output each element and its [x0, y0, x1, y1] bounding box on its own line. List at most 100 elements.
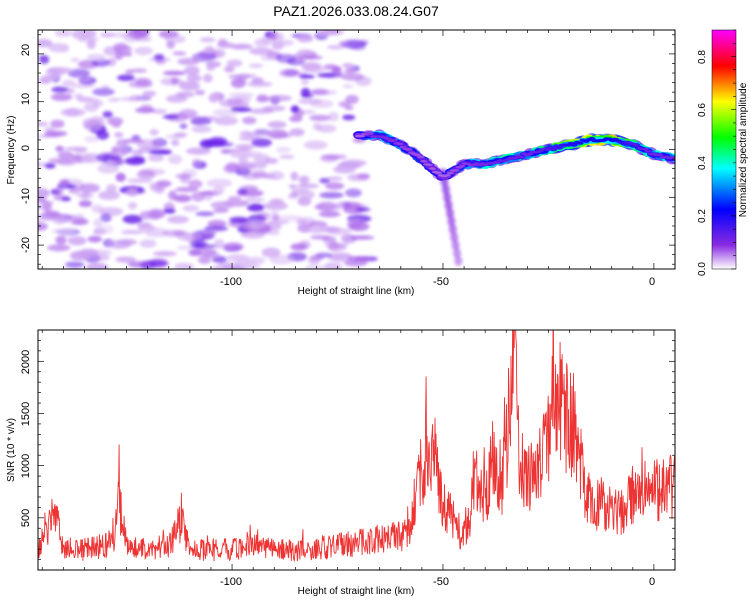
signal-trace-point [420, 160, 428, 163]
noise-blob [298, 240, 311, 250]
noise-blob [345, 188, 362, 198]
secondary-trace-blob [448, 224, 457, 235]
signal-trace-point [458, 165, 466, 168]
noise-blob [38, 39, 53, 48]
spectrogram-ytick-label: -10 [20, 188, 32, 204]
noise-blob [342, 114, 356, 121]
noise-blob [184, 65, 200, 76]
noise-blob [147, 154, 165, 162]
noise-blob [269, 254, 294, 265]
noise-blob [114, 132, 124, 138]
noise-blob [107, 117, 124, 126]
noise-blob [225, 162, 240, 172]
noise-blob [253, 129, 270, 134]
noise-blob [176, 245, 196, 250]
noise-blob [39, 55, 50, 64]
noise-blob [246, 231, 263, 236]
noise-blob [166, 215, 190, 224]
signal-trace-point [555, 146, 563, 150]
noise-blob [100, 32, 116, 38]
noise-blob [250, 169, 268, 178]
secondary-trace-blob [451, 240, 460, 251]
spectrogram-heatmap [38, 30, 675, 269]
noise-blob [140, 260, 156, 269]
noise-blob [224, 65, 235, 73]
noise-blob [136, 221, 152, 228]
noise-blob [186, 74, 202, 82]
noise-blob [87, 235, 103, 243]
noise-blob [315, 252, 333, 258]
signal-trace-point [417, 155, 425, 159]
colorbar-ticks [731, 29, 736, 270]
noise-blob [234, 143, 255, 150]
noise-blob [267, 121, 287, 129]
noise-blob [38, 188, 50, 199]
noise-blob [275, 32, 284, 41]
noise-blob [297, 98, 323, 105]
noise-blob [162, 229, 188, 237]
noise-blob [178, 81, 200, 91]
spectrogram-x-axis-label: Height of straight line (km) [298, 286, 415, 297]
noise-blob [296, 35, 314, 43]
signal-trace-point [641, 147, 649, 151]
snr-xtick-label: -50 [433, 576, 449, 588]
noise-blob [226, 254, 250, 261]
noise-blob [127, 201, 138, 210]
noise-blob [297, 219, 308, 224]
spectrogram-blobs [38, 30, 463, 269]
noise-blob [134, 35, 152, 42]
noise-blob [333, 70, 357, 79]
noise-blob [186, 147, 211, 155]
signal-trace-point [366, 132, 374, 136]
noise-blob [86, 53, 106, 61]
noise-blob [303, 140, 328, 150]
noise-blob [59, 44, 70, 53]
spectrogram-ytick-label: 20 [20, 44, 32, 56]
noise-blob [275, 54, 297, 63]
noise-blob [263, 201, 288, 211]
noise-blob [142, 90, 157, 97]
noise-blob [320, 154, 339, 163]
colorbar-label: Normalized spectral amplitude [738, 82, 749, 217]
noise-blob [304, 264, 325, 269]
noise-blob [54, 30, 73, 37]
noise-blob [191, 125, 212, 133]
noise-blob [327, 252, 354, 262]
noise-blob [108, 97, 121, 103]
noise-blob [279, 69, 301, 78]
noise-blob [323, 262, 343, 269]
noise-blob [201, 230, 218, 236]
secondary-trace-blob [444, 200, 453, 211]
noise-blob [195, 211, 215, 217]
noise-blob [213, 116, 239, 126]
noise-blob [175, 91, 195, 98]
noise-blob [86, 39, 96, 50]
noise-blob [50, 93, 73, 101]
spectrogram-xtick-label: -50 [433, 276, 449, 288]
noise-blob [47, 244, 71, 252]
noise-blob [291, 188, 309, 194]
noise-blob [325, 182, 345, 190]
noise-blob [65, 261, 85, 269]
noise-blob [136, 169, 156, 180]
spectrogram-xtick-label: -100 [220, 276, 242, 288]
noise-blob [59, 179, 70, 186]
colorbar-tick-label: 0.8 [697, 50, 708, 64]
noise-blob [152, 251, 177, 257]
noise-blob [90, 254, 111, 261]
noise-blob [100, 213, 112, 223]
noise-blob [310, 88, 329, 96]
noise-blob [246, 259, 257, 268]
noise-blob [54, 67, 74, 73]
noise-blob [262, 105, 286, 112]
noise-blob [251, 77, 264, 84]
secondary-trace-blob [446, 208, 454, 219]
noise-blob [178, 109, 198, 119]
noise-blob [217, 38, 228, 46]
snr-xtick-label: 0 [649, 576, 655, 588]
secondary-trace-blob [443, 192, 452, 203]
noise-blob [135, 77, 152, 87]
secondary-trace-blob [454, 256, 463, 266]
noise-blob [317, 201, 337, 211]
noise-blob [80, 191, 90, 199]
